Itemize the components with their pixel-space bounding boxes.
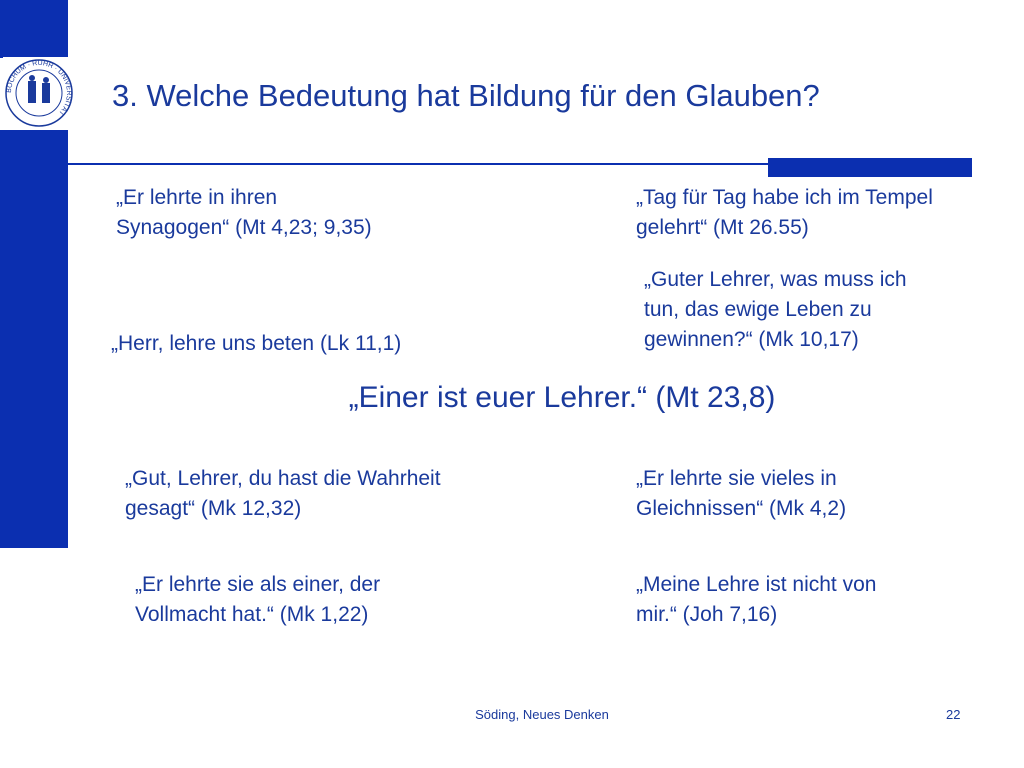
quote-meine-lehre: „Meine Lehre ist nicht von mir.“ (Joh 7,1… bbox=[636, 570, 876, 630]
quote-text: „Herr, lehre uns beten (Lk 11,1) bbox=[111, 332, 402, 355]
quote-text: „Er lehrte in ihren Synagogen“ (Mt 4,23; … bbox=[116, 186, 372, 239]
university-seal-icon: BOCHUM · RUHR · UNIVERSITÄT bbox=[3, 57, 75, 129]
quote-text: „Gut, Lehrer, du hast die Wahrheit gesagt… bbox=[125, 467, 441, 520]
quote-lehre-uns-beten: „Herr, lehre uns beten (Lk 11,1) bbox=[111, 329, 401, 359]
quote-vollmacht: „Er lehrte sie als einer, der Vollmacht h… bbox=[135, 570, 380, 630]
quote-wahrheit: „Gut, Lehrer, du hast die Wahrheit gesagt… bbox=[125, 464, 441, 524]
quote-gleichnissen: „Er lehrte sie vieles in Gleichnissen“ (M… bbox=[636, 464, 846, 524]
footer-author: Söding, Neues Denken bbox=[475, 707, 609, 722]
center-quote: „Einer ist euer Lehrer.“ (Mt 23,8) bbox=[348, 381, 776, 414]
title-divider-block bbox=[768, 158, 972, 177]
quote-tempel: „Tag für Tag habe ich im Tempel gelehrt“ … bbox=[636, 183, 933, 243]
left-accent-bar-top bbox=[0, 0, 68, 58]
quote-text: „Er lehrte sie als einer, der Vollmacht h… bbox=[135, 573, 381, 626]
title-divider-line bbox=[68, 163, 768, 165]
quote-text: „Guter Lehrer, was muss ich tun, das ewig… bbox=[644, 268, 907, 351]
slide-title: 3. Welche Bedeutung hat Bildung für den … bbox=[112, 78, 820, 113]
page-number: 22 bbox=[946, 707, 961, 722]
quote-guter-lehrer: „Guter Lehrer, was muss ich tun, das ewig… bbox=[644, 265, 907, 355]
quote-synagogen: „Er lehrte in ihren Synagogen“ (Mt 4,23; … bbox=[116, 183, 372, 243]
left-accent-bar-bottom bbox=[0, 130, 68, 548]
quote-text: „Meine Lehre ist nicht von mir.“ (Joh 7,1… bbox=[636, 573, 877, 626]
quote-text: „Er lehrte sie vieles in Gleichnissen“ (M… bbox=[636, 467, 847, 520]
quote-text: „Tag für Tag habe ich im Tempel gelehrt“ … bbox=[636, 186, 933, 239]
